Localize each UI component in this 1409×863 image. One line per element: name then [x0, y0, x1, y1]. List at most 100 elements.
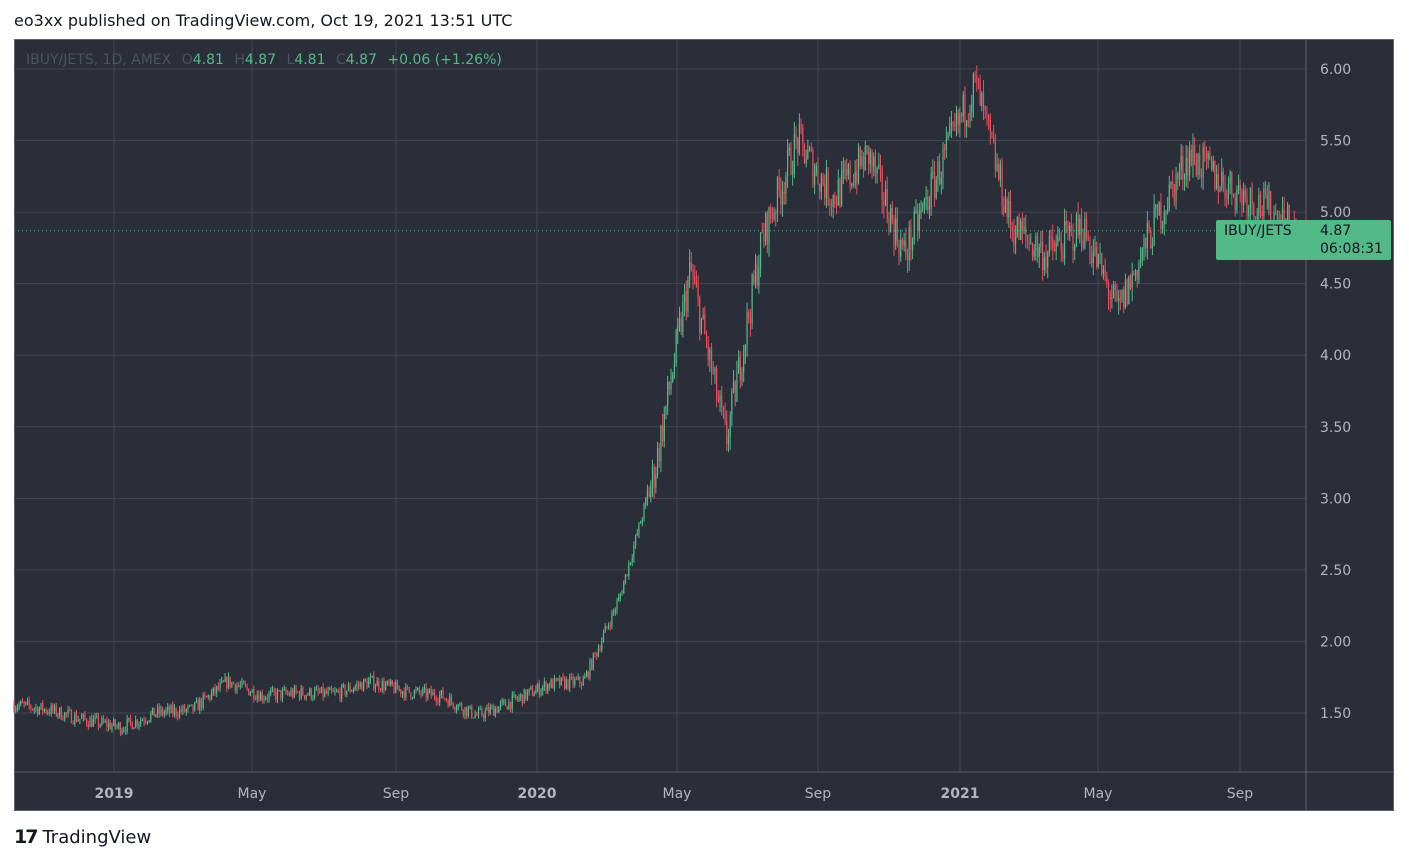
- candle-body: [702, 314, 704, 318]
- candle-body: [594, 652, 596, 654]
- candle-body: [525, 689, 527, 700]
- candle-body: [334, 691, 336, 693]
- candle-body: [565, 679, 567, 689]
- candle-body: [1222, 171, 1224, 184]
- candle-body: [280, 690, 282, 699]
- candle-body: [645, 499, 647, 505]
- candle-body: [793, 134, 795, 174]
- candle-body: [219, 682, 221, 689]
- candle-body: [815, 165, 817, 173]
- candle-body: [439, 694, 441, 703]
- x-tick-label: Sep: [805, 786, 832, 802]
- candle-body: [253, 689, 255, 699]
- candle-body: [633, 545, 635, 559]
- candle-body: [986, 110, 988, 115]
- candle-body: [898, 242, 900, 257]
- candle-body: [955, 112, 958, 127]
- candle-body: [462, 709, 464, 715]
- candle-body: [731, 390, 733, 416]
- candle-body: [97, 716, 100, 727]
- candle-body: [1195, 162, 1197, 175]
- candle-body: [602, 632, 605, 642]
- candle-body: [376, 680, 378, 687]
- candle-body: [893, 220, 895, 245]
- candle-body: [1153, 207, 1155, 246]
- candle-body: [650, 485, 652, 498]
- candle-body: [1151, 245, 1154, 249]
- candle-body: [87, 724, 89, 727]
- candle-body: [53, 705, 56, 711]
- candle-body: [231, 682, 233, 687]
- candle-body: [540, 691, 542, 696]
- candle-body: [599, 648, 601, 650]
- candle-body: [1067, 226, 1069, 231]
- candle-body: [180, 709, 182, 712]
- tradingview-logo[interactable]: 17 TradingView: [14, 826, 151, 848]
- candle-body: [846, 169, 848, 176]
- candle-body: [119, 723, 122, 734]
- candle-body: [310, 688, 312, 699]
- candle-body: [37, 707, 39, 715]
- candle-body: [364, 679, 366, 681]
- candle-body: [1273, 212, 1275, 224]
- candle-body: [531, 687, 534, 696]
- candle-body: [1043, 257, 1045, 271]
- candle-body: [1119, 298, 1121, 300]
- price-tag-countdown: 06:08:31: [1320, 241, 1383, 257]
- candle-body: [1003, 206, 1005, 213]
- candle-body: [613, 611, 615, 613]
- candle-body: [868, 146, 870, 164]
- candle-body: [1212, 160, 1214, 170]
- candle-body: [1258, 194, 1260, 216]
- candle-body: [746, 312, 748, 345]
- candle-body: [535, 689, 537, 694]
- candle-body: [748, 312, 750, 319]
- y-tick-label: 6.00: [1320, 62, 1351, 78]
- candle-body: [895, 218, 897, 245]
- candle-body: [739, 356, 741, 381]
- candle-body: [1006, 198, 1008, 218]
- candle-body: [288, 693, 290, 696]
- candle-body: [1165, 211, 1167, 213]
- candle-body: [405, 686, 407, 698]
- candle-body: [1216, 174, 1218, 189]
- candle-body: [694, 277, 696, 282]
- x-tick-label: 2021: [941, 786, 980, 802]
- candle-body: [243, 680, 245, 684]
- candle-body: [128, 717, 130, 720]
- candle-body: [683, 291, 686, 304]
- candle-body: [526, 691, 529, 700]
- x-tick-label: May: [1084, 786, 1113, 802]
- candle-body: [851, 183, 853, 186]
- candle-body: [886, 189, 888, 219]
- candle-body: [329, 688, 331, 690]
- candle-body: [1065, 220, 1067, 227]
- candle-body: [1140, 259, 1142, 263]
- candle-body: [337, 691, 339, 693]
- candle-body: [651, 466, 654, 486]
- candle-body: [807, 149, 809, 160]
- candle-body: [43, 709, 46, 712]
- candle-body: [587, 671, 589, 678]
- candle-body: [327, 689, 329, 694]
- candle-body: [874, 156, 877, 174]
- candle-body: [192, 704, 194, 711]
- candle-body: [211, 692, 213, 700]
- candle-body: [452, 702, 454, 708]
- candle-body: [356, 684, 358, 687]
- candle-body: [716, 368, 718, 400]
- candle-body: [783, 191, 785, 194]
- candle-body: [417, 687, 419, 690]
- candle-body: [798, 124, 801, 153]
- candle-body: [878, 164, 880, 168]
- candle-body: [1286, 204, 1289, 224]
- candle-body: [1085, 218, 1088, 240]
- candle-body: [884, 189, 887, 205]
- candle-body: [18, 704, 20, 708]
- candle-body: [829, 203, 831, 205]
- candle-body: [276, 690, 279, 700]
- candle-body: [1111, 297, 1113, 299]
- candle-body: [92, 719, 94, 727]
- candle-body: [65, 712, 67, 714]
- published-caption: eo3xx published on TradingView.com, Oct …: [14, 11, 513, 30]
